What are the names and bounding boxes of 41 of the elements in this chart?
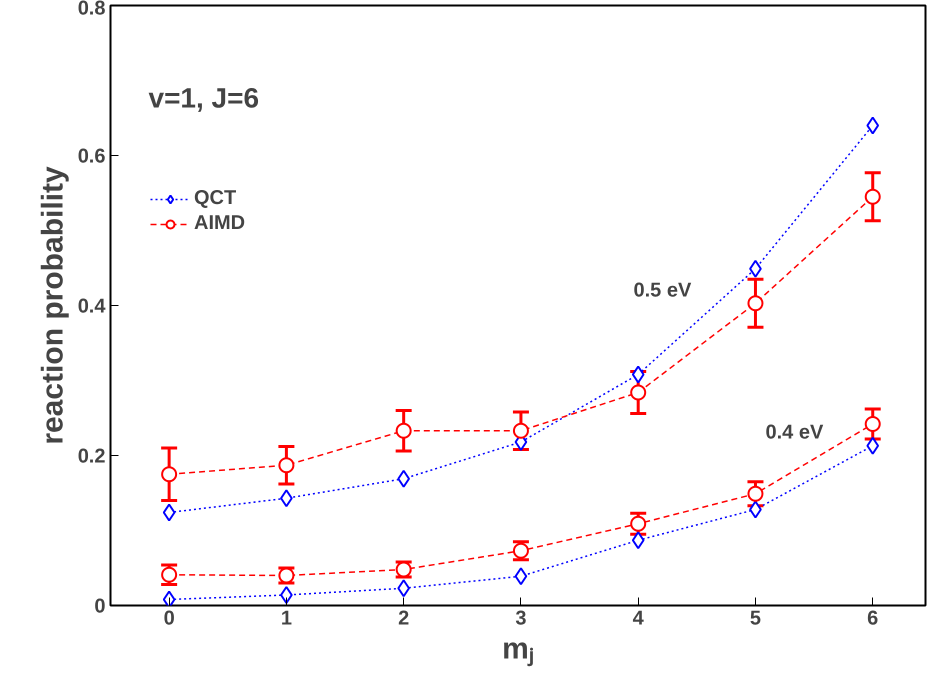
- point: [864, 416, 881, 432]
- point: [632, 366, 645, 384]
- point: [397, 470, 410, 488]
- x-axis-title: mⱼ: [502, 632, 534, 666]
- point: [162, 590, 176, 606]
- point: [747, 486, 764, 502]
- point: [749, 260, 762, 278]
- x-tick-label: 0: [164, 608, 175, 630]
- x-tick-label: 3: [515, 608, 526, 630]
- point: [632, 531, 645, 550]
- point: [162, 504, 176, 522]
- y-tick-label: 0.4: [78, 296, 106, 318]
- annotation: 0.4 eV: [766, 422, 824, 444]
- point: [514, 567, 528, 586]
- x-tick-label: 4: [632, 608, 645, 630]
- legend-label: AIMD: [194, 212, 246, 235]
- point: [397, 579, 410, 598]
- point: [161, 466, 178, 482]
- y-axis-title: reaction probability: [36, 166, 70, 445]
- point: [630, 384, 646, 400]
- x-tick-label: 2: [398, 608, 410, 630]
- x-tick-label: 6: [867, 608, 878, 630]
- y-tick-label: 0.6: [78, 146, 106, 168]
- point: [280, 586, 293, 604]
- x-tick-label: 1: [280, 608, 292, 630]
- point: [512, 422, 529, 439]
- legend-label: QCT: [194, 187, 236, 210]
- annotation: v=1, J=6: [148, 82, 260, 114]
- point: [747, 295, 764, 312]
- point: [278, 457, 294, 474]
- point: [866, 116, 880, 134]
- point: [396, 422, 412, 439]
- point: [280, 489, 293, 508]
- y-tick-label: 0.8: [78, 0, 106, 20]
- point: [749, 500, 762, 518]
- y-tick-label: 0.2: [78, 446, 106, 468]
- annotation: 0.5 eV: [634, 280, 692, 302]
- x-tick-label: 5: [750, 608, 762, 630]
- point: [630, 516, 646, 532]
- point: [864, 188, 881, 205]
- point: [866, 436, 880, 455]
